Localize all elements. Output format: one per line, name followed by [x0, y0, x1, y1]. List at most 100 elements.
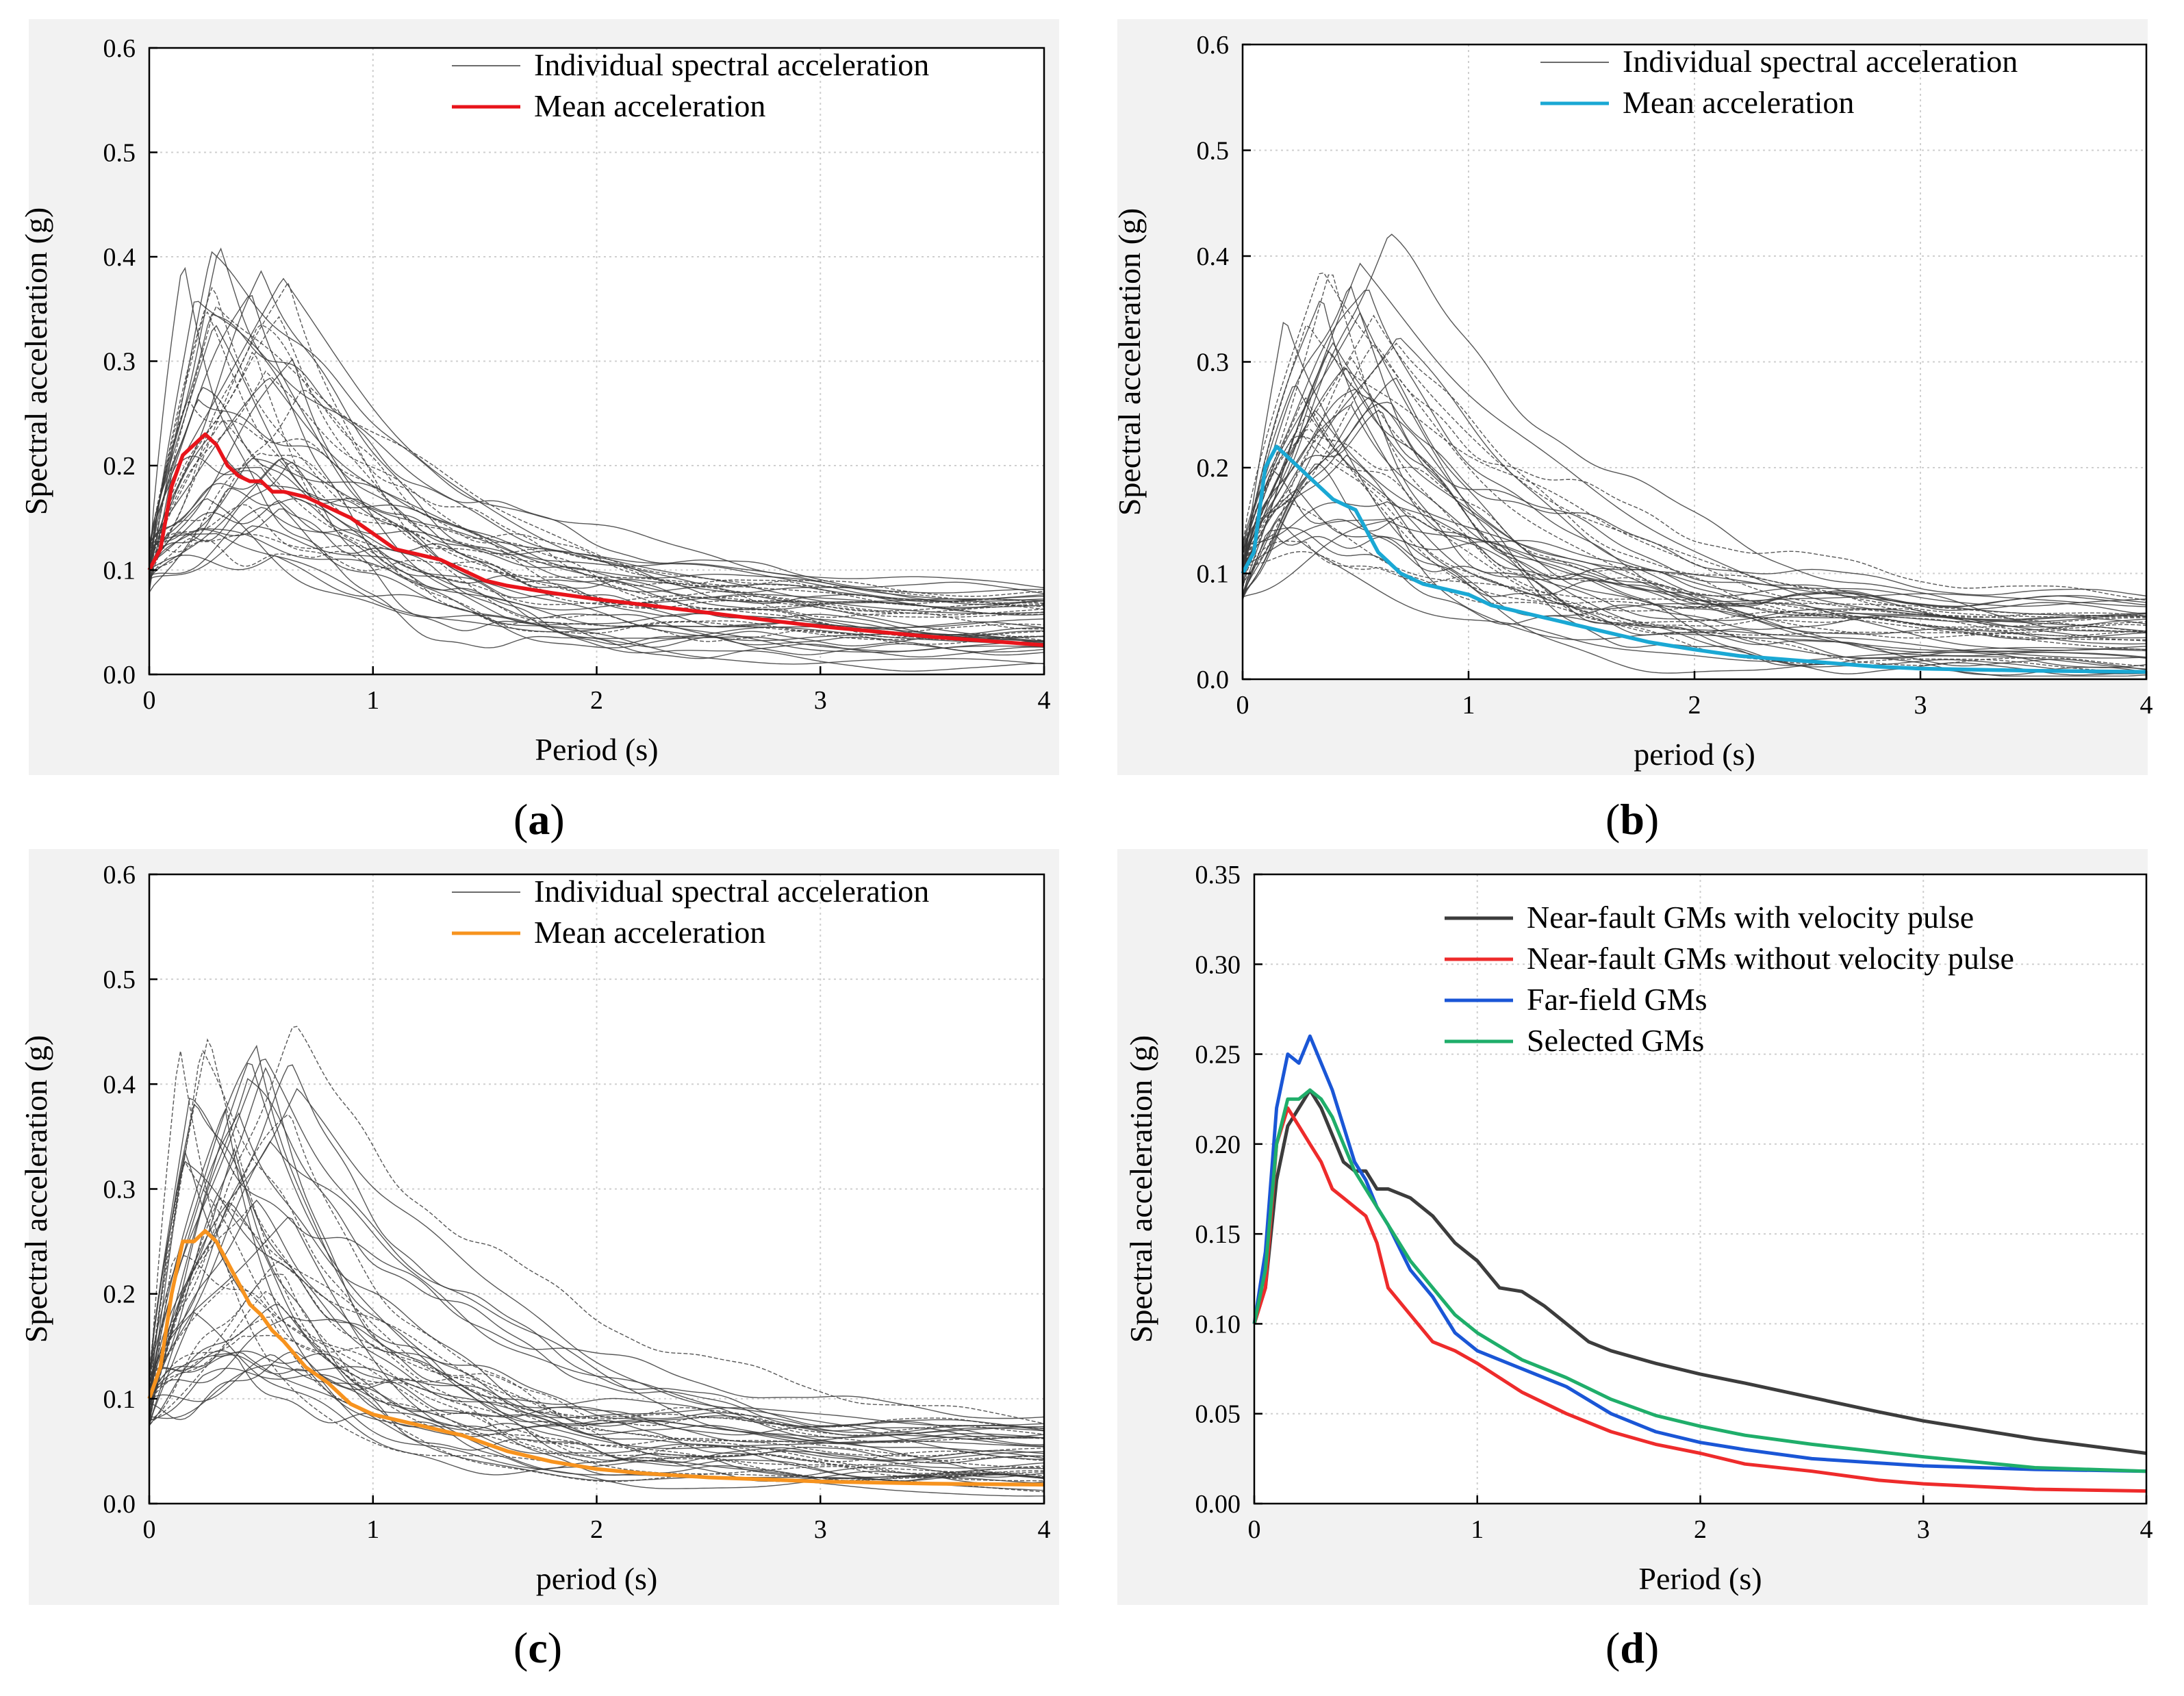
individual-spectrum-line-a — [149, 251, 1045, 591]
individual-spectrum-line-c — [149, 1274, 1045, 1463]
x-tick-label-c: 2 — [590, 1515, 603, 1544]
y-tick-label-d: 0.10 — [1195, 1310, 1241, 1339]
caption-b: (b) — [1605, 795, 1660, 844]
legend-entry-a-1: Mean acceleration — [534, 88, 765, 123]
chart-panel-c: 0 1 2 3 4 0.0 0.1 0.2 0.3 0.4 0.5 0.6 period (s) Spec… — [18, 861, 1051, 1596]
y-tick-label-c: 0.3 — [103, 1176, 136, 1204]
individual-spectrum-line-c — [149, 1216, 1045, 1497]
individual-spectrum-line-c — [149, 1112, 1045, 1478]
individual-spectrum-line-a — [149, 247, 1045, 656]
individual-spectrum-line-c — [149, 1316, 1045, 1482]
individual-spectrum-line-b — [1242, 233, 2147, 633]
individual-spectrum-line-a — [149, 286, 1045, 616]
x-tick-label-a: 1 — [366, 686, 379, 715]
x-tick-label-b: 0 — [1236, 691, 1249, 720]
individual-spectrum-line-b — [1242, 454, 2147, 674]
y-tick-label-d: 0.25 — [1195, 1041, 1241, 1070]
individual-spectrum-line-a — [149, 466, 1045, 603]
individual-spectrum-line-c — [149, 1254, 1045, 1429]
x-tick-label-b: 4 — [2140, 691, 2153, 720]
individual-spectrum-line-b — [1242, 415, 2147, 642]
individual-spectrum-line-c — [149, 1050, 1045, 1436]
y-tick-label-b: 0.0 — [1197, 666, 1230, 694]
x-tick-label-c: 1 — [366, 1515, 379, 1544]
individual-spectrum-line-a — [149, 421, 1044, 604]
individual-spectrum-line-b — [1242, 409, 2146, 617]
individual-spectrum-line-c — [149, 1204, 1045, 1482]
x-tick-label-c: 3 — [814, 1515, 827, 1544]
legend-entry-b-0: Individual spectral acceleration — [1623, 44, 2018, 79]
individual-spectrum-line-a — [149, 370, 1045, 641]
y-tick-label-d: 0.05 — [1195, 1400, 1241, 1429]
individual-spectrum-line-a — [149, 377, 1045, 614]
x-tick-label-b: 1 — [1462, 691, 1475, 720]
individual-spectrum-line-a — [149, 507, 1045, 653]
individual-spectrum-line-b — [1242, 377, 2147, 645]
individual-spectrum-line-c — [149, 1141, 1045, 1459]
series-line-d-2 — [1252, 1034, 2147, 1473]
x-tick-label-b: 2 — [1688, 691, 1701, 720]
y-tick-label-d: 0.15 — [1195, 1220, 1241, 1249]
individual-spectrum-line-c — [149, 1026, 1045, 1424]
individual-spectrum-line-b — [1242, 435, 2147, 637]
individual-spectrum-line-b — [1242, 404, 2147, 670]
individual-spectrum-line-a — [149, 461, 1045, 648]
individual-spectrum-line-a — [149, 351, 1045, 635]
y-tick-label-a: 0.4 — [103, 243, 136, 272]
chart-panel-a: 0 1 2 3 4 0.0 0.1 0.2 0.3 0.4 0.5 0.6 Period (s) Spec… — [18, 34, 1051, 767]
y-tick-label-c: 0.2 — [103, 1280, 136, 1309]
x-tick-label-a: 4 — [1038, 686, 1051, 715]
x-tick-label-c: 4 — [1038, 1515, 1051, 1544]
y-tick-label-b: 0.5 — [1197, 137, 1230, 166]
individual-spectrum-line-b — [1242, 325, 2147, 633]
individual-spectrum-line-a — [149, 277, 1045, 642]
individual-spectrum-line-a — [149, 508, 1044, 652]
x-tick-label-d: 0 — [1248, 1515, 1261, 1544]
caption-a-letter: a — [528, 795, 550, 844]
series-line-d-3 — [1252, 1088, 2147, 1473]
x-axis-label-c: period (s) — [536, 1561, 658, 1596]
individual-spectrum-line-c — [149, 1354, 1045, 1436]
y-tick-label-d: 0.00 — [1195, 1490, 1241, 1519]
individual-spectrum-line-b — [1242, 314, 2147, 618]
individual-spectrum-line-b — [1242, 431, 2147, 639]
chart-panel-d: 0 1 2 3 4 0.00 0.05 0.10 0.15 0.20 0.25 0.30 0.35 Per… — [1123, 861, 2153, 1596]
x-tick-label-a: 0 — [143, 686, 156, 715]
individual-spectrum-line-c — [149, 1067, 1045, 1478]
individual-spectrum-line-c — [149, 1161, 1045, 1447]
y-tick-label-b: 0.6 — [1197, 31, 1230, 60]
legend-entry-a-0: Individual spectral acceleration — [534, 47, 929, 82]
x-tick-label-d: 4 — [2140, 1515, 2153, 1544]
legend-entry-c-1: Mean acceleration — [534, 915, 765, 950]
individual-spectrum-line-a — [149, 533, 1044, 644]
x-tick-label-d: 3 — [1917, 1515, 1930, 1544]
individual-spectrum-line-b — [1242, 343, 2147, 601]
individual-spectrum-line-b — [1242, 550, 2147, 674]
individual-spectrum-line-b — [1242, 501, 2147, 639]
y-axis-label-b: Spectral acceleration (g) — [1112, 208, 1147, 516]
individual-spectrum-line-a — [149, 459, 1044, 635]
y-tick-label-d: 0.20 — [1195, 1130, 1241, 1159]
individual-spectrum-line-b — [1242, 429, 2147, 631]
caption-d-letter: d — [1620, 1623, 1645, 1672]
individual-spectrum-line-c — [149, 1200, 1045, 1434]
y-tick-label-c: 0.5 — [103, 965, 136, 994]
legend-entry-d-3: Selected GMs — [1527, 1023, 1704, 1058]
individual-spectrum-line-c — [149, 1316, 1045, 1430]
x-tick-label-a: 2 — [590, 686, 603, 715]
individual-spectrum-line-a — [149, 305, 1045, 610]
individual-spectrum-line-b — [1242, 470, 2147, 615]
individual-spectrum-line-c — [149, 1058, 1045, 1479]
individual-spectrum-line-a — [149, 457, 1044, 594]
legend-entry-d-2: Far-field GMs — [1527, 982, 1707, 1017]
series-line-d-1 — [1252, 1106, 2147, 1493]
caption-a: (a) — [513, 795, 565, 844]
x-tick-label-d: 2 — [1694, 1515, 1707, 1544]
y-tick-label-a: 0.5 — [103, 139, 136, 168]
y-tick-label-b: 0.3 — [1197, 349, 1230, 377]
individual-spectrum-line-b — [1242, 272, 2147, 650]
x-tick-label-d: 1 — [1471, 1515, 1484, 1544]
individual-spectrum-line-b — [1242, 262, 2147, 632]
y-tick-label-a: 0.6 — [103, 34, 136, 63]
